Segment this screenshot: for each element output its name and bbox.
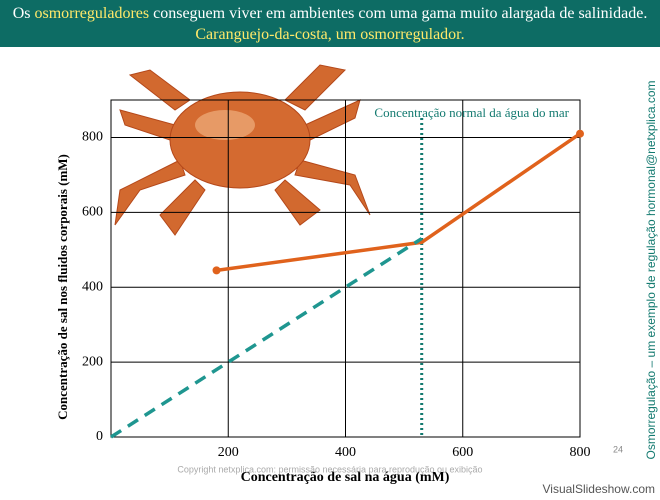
copyright: Copyright netxplica.com: permissão neces… <box>177 464 482 474</box>
header: Os osmorreguladores conseguem viver em a… <box>0 0 660 47</box>
y-axis-label: Concentração de sal nos fluidos corporai… <box>55 154 70 420</box>
watermark: VisualSlideshow.com <box>542 482 655 496</box>
x-tick-label: 400 <box>335 445 356 460</box>
series-line <box>110 237 423 439</box>
x-tick-label: 200 <box>218 445 239 460</box>
x-axis-label: Concentração de sal na água (mM) <box>241 470 450 485</box>
header-lead: Os <box>12 5 31 22</box>
y-tick-label: 0 <box>96 429 103 444</box>
y-tick-label: 800 <box>82 130 103 145</box>
endpoint <box>576 129 584 138</box>
endpoint <box>212 266 221 275</box>
header-caption: Caranguejo-da-costa, um osmorregulador. <box>195 26 465 43</box>
y-tick-label: 400 <box>82 279 103 294</box>
annotation-label: Concentração normal da água do mar <box>374 105 569 120</box>
header-highlight: osmorreguladores <box>34 5 150 22</box>
x-tick-label: 600 <box>452 445 473 460</box>
y-tick-label: 200 <box>82 354 103 369</box>
side-note: Osmorregulação – um exemplo de regulação… <box>644 80 658 459</box>
crab-illustration <box>114 64 371 236</box>
x-tick-label: 800 <box>570 445 591 460</box>
page-number: 24 <box>613 444 623 454</box>
series-line <box>216 132 581 273</box>
y-tick-label: 600 <box>82 205 103 220</box>
header-text: conseguem viver em ambientes com uma gam… <box>153 5 648 22</box>
